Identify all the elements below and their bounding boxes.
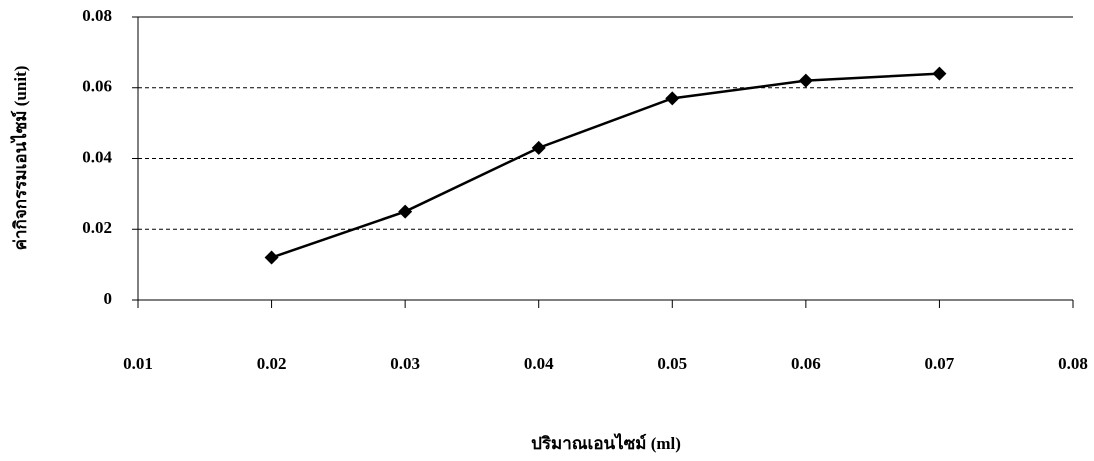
chart: ปริมาณเอนไซม์ (ml) ค่ากิจกรรมเอนไซม์ (un…	[0, 0, 1094, 461]
y-axis-label: ค่ากิจกรรมเอนไซม์ (unit)	[10, 66, 30, 251]
y-tick-label: 0.08	[82, 6, 112, 25]
data-point	[265, 251, 279, 265]
x-tick-label: 0.01	[123, 354, 153, 373]
y-tick-label: 0.02	[82, 218, 112, 237]
x-axis-label: ปริมาณเอนไซม์ (ml)	[531, 433, 681, 453]
data-line	[272, 74, 940, 258]
x-tick-label: 0.05	[657, 354, 687, 373]
y-tick-label: 0	[104, 289, 113, 308]
x-tick-label: 0.04	[524, 354, 554, 373]
x-tick-label: 0.06	[791, 354, 821, 373]
x-tick-label: 0.08	[1058, 354, 1088, 373]
y-tick-label: 0.04	[82, 147, 112, 166]
data-point	[532, 141, 546, 155]
y-tick-label: 0.06	[82, 77, 112, 96]
x-tick-label: 0.03	[390, 354, 420, 373]
x-tick-label: 0.07	[925, 354, 955, 373]
data-point	[932, 67, 946, 81]
data-point	[799, 74, 813, 88]
data-point	[665, 91, 679, 105]
data-point	[398, 205, 412, 219]
x-tick-label: 0.02	[257, 354, 287, 373]
